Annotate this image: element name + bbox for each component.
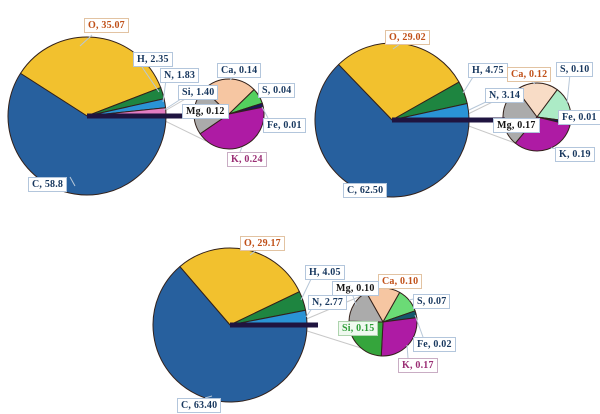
slice-label-ca: Ca, 0.10 <box>378 274 423 289</box>
slice-label-fe: Fe, 0.01 <box>263 118 306 133</box>
slice-label-mg: Mg, 0.17 <box>493 118 540 133</box>
series-connector-line <box>162 119 207 142</box>
slice-label-c: C, 58.8 <box>28 177 68 192</box>
other-slice-pointer-bar <box>87 113 182 119</box>
slice-label-si: Si, 1.40 <box>178 85 219 100</box>
label-callout-line <box>261 106 269 119</box>
small-slice-k <box>380 317 418 357</box>
label-callout-line <box>566 73 571 104</box>
slice-label-c: C, 62.50 <box>343 183 388 198</box>
main-slice-c <box>152 266 308 403</box>
slice-label-k: K, 0.24 <box>227 152 267 167</box>
slice-label-n: N, 1.83 <box>160 68 200 83</box>
label-callout-line <box>406 344 409 359</box>
slice-label-si: Si, 0.15 <box>338 321 379 336</box>
slice-label-n: N, 3.14 <box>485 88 525 103</box>
slice-label-o: O, 29.02 <box>385 30 430 45</box>
label-callout-line <box>462 76 474 94</box>
slice-label-fe: Fe, 0.02 <box>413 337 456 352</box>
slice-label-mg: Mg, 0.12 <box>182 104 229 119</box>
slice-label-s: S, 0.10 <box>556 62 594 77</box>
slice-label-ca: Ca, 0.12 <box>507 67 552 82</box>
series-connector-line <box>303 329 362 349</box>
main-slice-o <box>20 36 162 117</box>
slice-label-k: K, 0.17 <box>398 358 438 373</box>
label-callout-line <box>69 176 76 187</box>
series-connector-line <box>465 124 516 144</box>
slice-label-c: C, 63.40 <box>177 398 222 413</box>
label-callout-line <box>79 34 93 47</box>
slice-label-mg: Mg, 0.10 <box>332 281 379 296</box>
slice-label-s: S, 0.07 <box>413 294 451 309</box>
slice-label-o: O, 29.17 <box>240 236 285 251</box>
slice-label-fe: Fe, 0.01 <box>558 110 600 125</box>
slice-label-ca: Ca, 0.14 <box>217 63 262 78</box>
label-callout-line <box>300 276 313 301</box>
small-slice-k <box>199 106 265 150</box>
slice-label-h: H, 4.75 <box>468 63 508 78</box>
label-callout-line <box>162 79 167 103</box>
slice-label-h: H, 2.35 <box>133 52 173 67</box>
slice-label-h: H, 4.05 <box>305 265 345 280</box>
slice-label-o: O, 35.07 <box>84 18 129 33</box>
slice-label-n: N, 2.77 <box>308 295 348 310</box>
slice-label-k: K, 0.19 <box>555 147 595 162</box>
other-slice-pointer-bar <box>392 117 505 123</box>
label-callout-line <box>139 63 160 93</box>
chart-group-3 <box>152 247 424 403</box>
small-slice-k <box>514 116 571 152</box>
label-callout-line <box>239 146 243 153</box>
label-callout-line <box>204 395 213 399</box>
other-slice-pointer-bar <box>230 322 318 328</box>
slice-label-s: S, 0.04 <box>258 83 296 98</box>
chart-group-1 <box>7 34 269 196</box>
label-callout-line <box>414 314 424 338</box>
